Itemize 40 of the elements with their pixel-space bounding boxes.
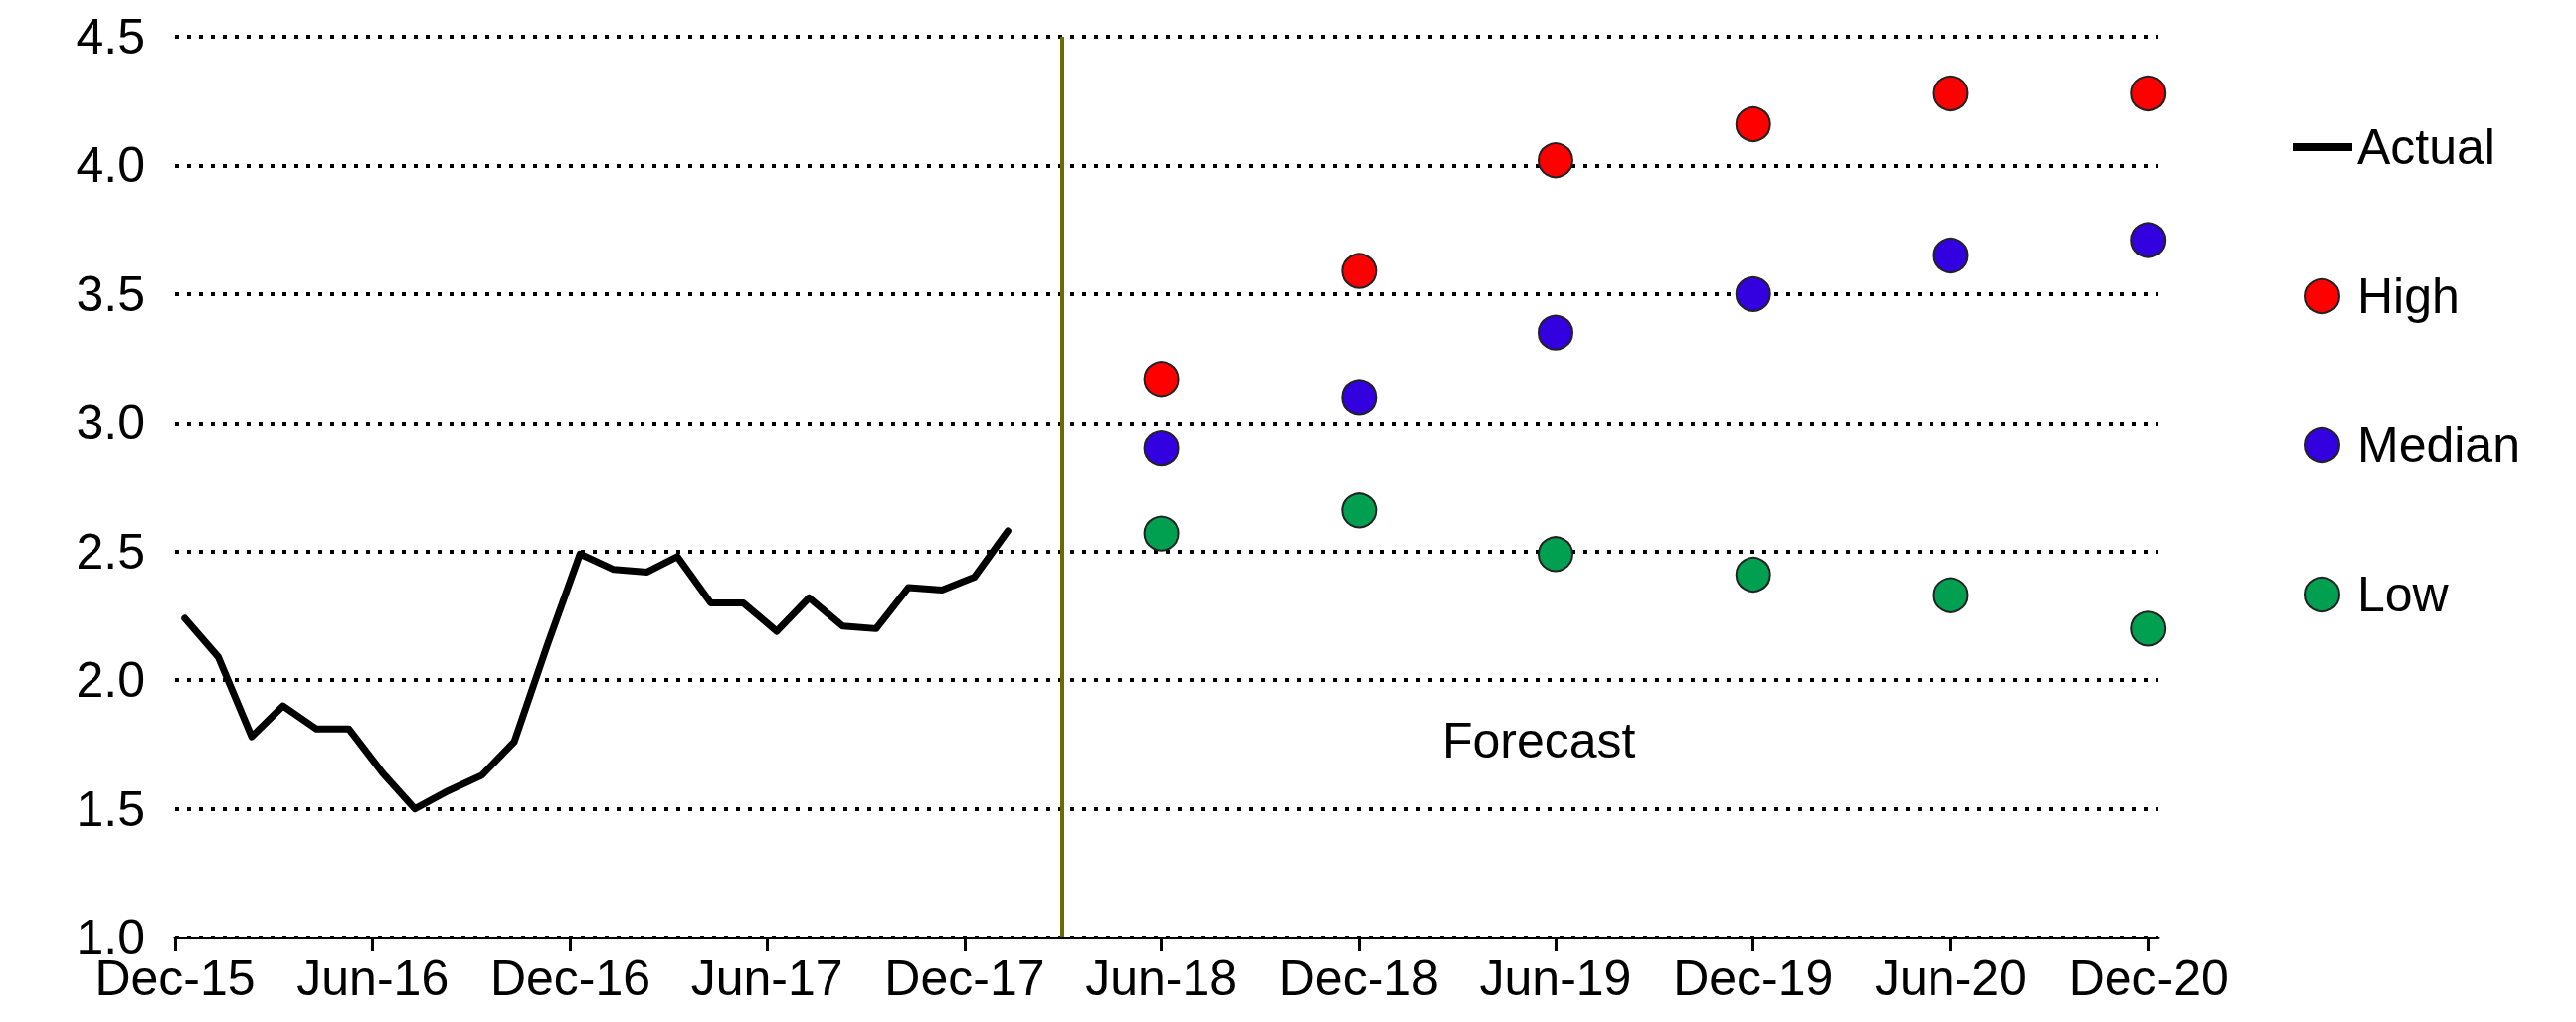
x-tick-label: Jun-17 — [690, 950, 843, 1006]
y-tick-label: 3.0 — [76, 395, 145, 451]
x-tick-label: Jun-20 — [1875, 950, 2027, 1006]
annotation: Forecast — [1442, 713, 1636, 768]
y-tick-label: 1.5 — [76, 780, 145, 837]
point — [1932, 75, 1969, 111]
x-tick-label: Jun-19 — [1479, 950, 1632, 1006]
x-tick-label: Dec-17 — [884, 950, 1045, 1006]
point — [2130, 610, 2167, 647]
y-tick-label: 2.0 — [76, 652, 145, 709]
x-tick-label: Dec-20 — [2068, 950, 2229, 1006]
point — [1735, 275, 1771, 312]
y-tick-label: 4.5 — [76, 9, 145, 65]
legend-label: Low — [2357, 567, 2450, 622]
point — [1143, 361, 1180, 398]
x-tick-label: Dec-18 — [1278, 950, 1439, 1006]
legend-label: High — [2357, 268, 2460, 324]
point — [1735, 557, 1771, 593]
x-tick-label: Jun-16 — [296, 950, 450, 1006]
point — [1735, 106, 1771, 142]
point — [1538, 142, 1573, 179]
point — [1341, 253, 1378, 289]
point — [1341, 379, 1378, 416]
x-tick-label: Dec-19 — [1673, 950, 1834, 1006]
y-tick-label: 4.0 — [76, 137, 145, 194]
x-tick-label: Dec-16 — [489, 950, 651, 1006]
point — [2130, 75, 2167, 111]
point — [2130, 222, 2167, 258]
point — [1538, 314, 1573, 351]
point — [1538, 536, 1573, 573]
legend-label: Actual — [2357, 119, 2495, 175]
y-tick-label: 3.5 — [76, 265, 145, 322]
legend-label: Median — [2357, 418, 2520, 473]
x-tick-label: Jun-18 — [1085, 950, 1238, 1006]
point — [1143, 430, 1180, 467]
point — [1932, 577, 1969, 613]
point — [1341, 492, 1378, 529]
point — [1932, 238, 1969, 274]
point — [1143, 515, 1180, 552]
y-tick-label: 2.5 — [76, 523, 145, 580]
